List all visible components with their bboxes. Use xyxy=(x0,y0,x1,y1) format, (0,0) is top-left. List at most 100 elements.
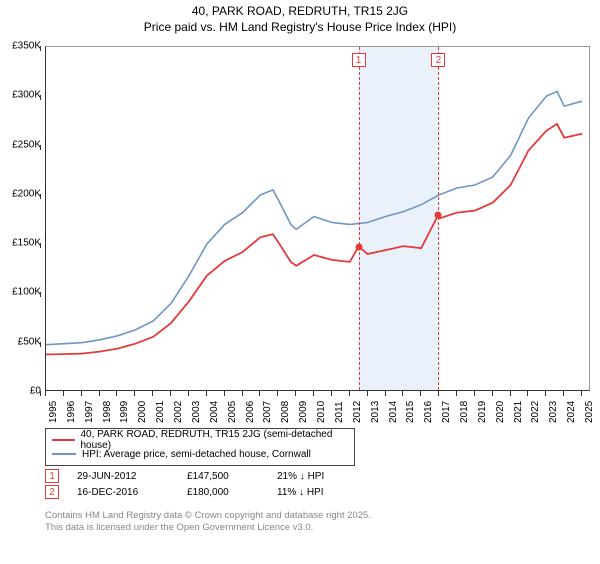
legend: 40, PARK ROAD, REDRUTH, TR15 2JG (semi-d… xyxy=(45,428,355,466)
legend-swatch xyxy=(52,453,76,455)
x-tick-label: 2010 xyxy=(316,401,327,423)
y-tick-label: £100K xyxy=(1,287,41,298)
marker-dot xyxy=(355,243,362,250)
x-tick xyxy=(331,391,332,396)
x-tick xyxy=(420,391,421,396)
y-tick-label: £0 xyxy=(1,386,41,397)
x-tick xyxy=(152,391,153,396)
x-tick xyxy=(581,391,582,396)
chart-title: 40, PARK ROAD, REDRUTH, TR15 2JG xyxy=(0,4,600,18)
sales-row: 1 29-JUN-2012£147,50021% ↓ HPI xyxy=(45,468,367,484)
y-tick xyxy=(40,342,41,347)
sales-diff: 21% ↓ HPI xyxy=(277,471,367,482)
sales-price: £147,500 xyxy=(187,471,277,482)
x-tick xyxy=(349,391,350,396)
y-tick xyxy=(40,95,41,100)
x-tick xyxy=(63,391,64,396)
x-tick xyxy=(474,391,475,396)
legend-item: 40, PARK ROAD, REDRUTH, TR15 2JG (semi-d… xyxy=(52,433,348,447)
x-tick xyxy=(492,391,493,396)
x-tick xyxy=(545,391,546,396)
attribution-line-1: Contains HM Land Registry data © Crown c… xyxy=(45,510,371,522)
x-tick xyxy=(438,391,439,396)
marker-badge: 2 xyxy=(431,53,445,67)
x-tick-label: 2004 xyxy=(209,401,220,423)
marker-badge: 1 xyxy=(352,53,366,67)
x-tick xyxy=(367,391,368,396)
x-tick xyxy=(116,391,117,396)
x-tick-label: 2008 xyxy=(280,401,291,423)
sales-table: 1 29-JUN-2012£147,50021% ↓ HPI 2 16-DEC-201… xyxy=(45,468,367,500)
series-hpi xyxy=(46,91,582,344)
y-tick xyxy=(40,391,41,396)
x-tick-label: 2025 xyxy=(584,401,595,423)
x-tick-label: 2009 xyxy=(298,401,309,423)
sales-price: £180,000 xyxy=(187,487,277,498)
y-tick-label: £300K xyxy=(1,90,41,101)
marker-dot xyxy=(435,211,442,218)
y-tick xyxy=(40,194,41,199)
y-tick xyxy=(40,243,41,248)
legend-swatch xyxy=(52,439,75,441)
x-tick xyxy=(134,391,135,396)
x-tick-label: 1996 xyxy=(66,401,77,423)
sales-date: 29-JUN-2012 xyxy=(77,471,187,482)
x-tick-label: 2018 xyxy=(459,401,470,423)
legend-item: HPI: Average price, semi-detached house,… xyxy=(52,447,348,461)
x-tick xyxy=(510,391,511,396)
x-tick-label: 2000 xyxy=(137,401,148,423)
y-tick-label: £250K xyxy=(1,139,41,150)
x-tick xyxy=(170,391,171,396)
y-tick-label: £350K xyxy=(1,41,41,52)
line-series xyxy=(46,47,591,392)
attribution: Contains HM Land Registry data © Crown c… xyxy=(45,510,371,535)
x-tick xyxy=(385,391,386,396)
x-tick-label: 2021 xyxy=(513,401,524,423)
x-tick xyxy=(81,391,82,396)
x-tick xyxy=(242,391,243,396)
x-tick-label: 2023 xyxy=(548,401,559,423)
x-tick xyxy=(295,391,296,396)
x-tick-label: 2007 xyxy=(262,401,273,423)
x-tick xyxy=(563,391,564,396)
x-tick xyxy=(224,391,225,396)
marker-line xyxy=(359,47,360,390)
x-tick-label: 2013 xyxy=(370,401,381,423)
y-tick-label: £50K xyxy=(1,336,41,347)
x-tick xyxy=(188,391,189,396)
x-tick-label: 2017 xyxy=(441,401,452,423)
sales-marker-badge: 1 xyxy=(45,469,59,483)
x-tick xyxy=(259,391,260,396)
sales-marker-badge: 2 xyxy=(45,485,59,499)
x-tick-label: 2016 xyxy=(423,401,434,423)
legend-label: HPI: Average price, semi-detached house,… xyxy=(82,449,311,460)
x-tick-label: 2002 xyxy=(173,401,184,423)
x-tick xyxy=(402,391,403,396)
x-tick-label: 1998 xyxy=(102,401,113,423)
x-tick-label: 2001 xyxy=(155,401,166,423)
x-tick xyxy=(99,391,100,396)
x-tick-label: 2012 xyxy=(352,401,363,423)
x-tick-label: 2003 xyxy=(191,401,202,423)
sales-date: 16-DEC-2016 xyxy=(77,487,187,498)
x-tick-label: 2024 xyxy=(566,401,577,423)
x-tick xyxy=(45,391,46,396)
x-tick-label: 2014 xyxy=(388,401,399,423)
marker-line xyxy=(438,47,439,390)
chart-container: 40, PARK ROAD, REDRUTH, TR15 2JG Price p… xyxy=(0,4,600,564)
attribution-line-2: This data is licensed under the Open Gov… xyxy=(45,522,371,534)
x-tick xyxy=(206,391,207,396)
x-tick-label: 2020 xyxy=(495,401,506,423)
y-tick xyxy=(40,292,41,297)
x-tick xyxy=(456,391,457,396)
x-tick-label: 1995 xyxy=(48,401,59,423)
sales-row: 216-DEC-2016£180,00011% ↓ HPI xyxy=(45,484,367,500)
x-tick-label: 2022 xyxy=(530,401,541,423)
y-tick-label: £150K xyxy=(1,238,41,249)
x-tick xyxy=(527,391,528,396)
x-tick xyxy=(313,391,314,396)
plot-area: 12 xyxy=(45,46,590,391)
x-tick-label: 2015 xyxy=(405,401,416,423)
y-tick xyxy=(40,46,41,51)
series-paid xyxy=(46,124,582,355)
